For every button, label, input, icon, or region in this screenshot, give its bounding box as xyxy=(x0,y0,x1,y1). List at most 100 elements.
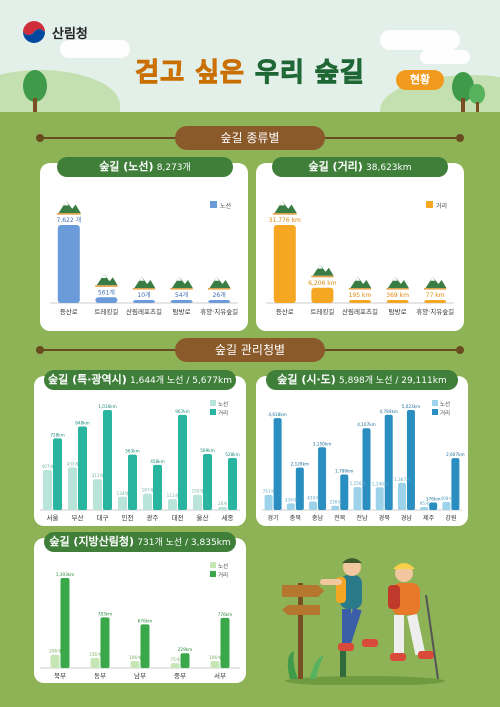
legend-swatch xyxy=(432,400,438,406)
data-label: 4,618km xyxy=(268,412,287,417)
bar-length xyxy=(451,458,460,510)
mountain-icon xyxy=(95,274,118,287)
mountain-shape xyxy=(312,264,334,276)
tick-label: 강원 xyxy=(445,514,457,522)
section-header-type: 숲길 종류별 xyxy=(36,126,464,150)
tick-label: 동부 xyxy=(94,672,106,680)
data-label: 848km xyxy=(75,421,90,426)
tick-label: 휴양·치유숲길 xyxy=(200,307,238,316)
data-label: 229km xyxy=(178,647,193,652)
tick-label: 산림레포츠길 xyxy=(126,307,162,316)
panel-subtitle-text: 38,623km xyxy=(366,163,412,173)
panel-title-province: 숲길 (시·도) 5,898개 노선 / 29,111km xyxy=(266,370,458,390)
legend-swatch xyxy=(210,201,217,208)
data-label: 334개 xyxy=(285,496,297,503)
data-label: 528km xyxy=(225,452,240,457)
bar-length xyxy=(429,502,438,510)
hiker-left xyxy=(320,558,378,677)
data-label: 776km xyxy=(218,612,233,617)
mountain-icon xyxy=(272,201,297,215)
tick-label: 대전 xyxy=(172,513,184,522)
bar xyxy=(208,300,231,303)
bar-length xyxy=(140,624,150,668)
panel-subtitle-text: 5,898개 노선 / 29,111km xyxy=(339,376,447,386)
data-label: 407개 xyxy=(42,463,54,470)
mountain-icon xyxy=(170,276,193,290)
data-label: 1,150개 xyxy=(350,480,366,487)
bar-route xyxy=(420,507,429,510)
cloud xyxy=(380,30,460,50)
data-label: 106개 xyxy=(209,654,221,661)
data-label: 458km xyxy=(150,459,165,464)
data-label: 167개 xyxy=(142,487,154,494)
data-label: 95개 xyxy=(420,500,429,507)
panel-type-count: 노선 7,622 개 등산로 561개 트레킹길 10개 산림레포츠길 54개 탐방로 26개 휴양… xyxy=(40,163,248,331)
data-label: 783km xyxy=(98,611,113,616)
bar-route xyxy=(93,479,102,510)
legend-label: 거리 xyxy=(436,202,447,210)
legend-label: 노선 xyxy=(220,202,231,210)
panel-forest: 노선 거리 206개 1,393km 북부 156개 783km 동부 106개 676km 남부 7… xyxy=(34,538,246,683)
bar-length xyxy=(362,428,371,510)
bar xyxy=(133,300,155,303)
bar-length xyxy=(406,410,415,510)
tick-label: 대구 xyxy=(97,514,109,522)
bar xyxy=(57,225,80,303)
data-label: 2,607km xyxy=(446,452,465,457)
data-label: 408개 xyxy=(440,495,452,502)
mountain-shape xyxy=(274,201,297,213)
mountain-snow xyxy=(392,276,398,281)
title-part1: 걷고 싶은 xyxy=(135,58,245,89)
data-label: 376km xyxy=(426,497,441,502)
tick-label: 경북 xyxy=(379,514,391,522)
mountain-ground xyxy=(208,288,231,290)
tick-label: 탐방로 xyxy=(389,307,407,316)
tick-label: 세종 xyxy=(222,513,234,522)
legend-label: 노선 xyxy=(218,562,228,570)
mountain-snow xyxy=(355,276,360,281)
data-label: 54개 xyxy=(175,291,188,299)
cloud xyxy=(60,40,130,58)
bar-length xyxy=(295,467,304,510)
data-label: 77 km xyxy=(426,292,445,299)
legend-swatch xyxy=(432,409,438,415)
tree-icon xyxy=(23,70,47,112)
panel-subtitle-text: 1,644개 노선 / 5,677km xyxy=(130,376,232,386)
mountain-ground xyxy=(348,288,372,290)
data-label: 1,393km xyxy=(56,572,75,577)
mountain-shape xyxy=(172,276,193,288)
tick-label: 휴양·치유숲길 xyxy=(416,307,454,316)
mountain-ground xyxy=(170,288,193,290)
bar-route xyxy=(193,494,202,510)
panel-type-length: 거리 31,776 km 등산로 6,206 km 트레킹길 195 km 산림레포츠길 36… xyxy=(256,163,464,331)
mountain-shape xyxy=(425,276,447,288)
panel-title-text: 숲길 (지방산림청) xyxy=(49,535,135,548)
tick-label: 등산로 xyxy=(60,307,78,316)
mountain-icon xyxy=(348,276,372,290)
bar xyxy=(349,300,371,303)
data-label: 111개 xyxy=(167,492,179,499)
tick-label: 충북 xyxy=(290,514,302,522)
panel-subtitle-text: 8,273개 xyxy=(156,163,191,173)
bar-length xyxy=(180,653,190,668)
data-label: 7,622 개 xyxy=(56,216,81,224)
bar-length xyxy=(273,418,282,510)
mountain-icon xyxy=(311,264,334,278)
hiker-right xyxy=(388,563,439,680)
mountain-snow xyxy=(63,201,69,206)
data-label: 10개 xyxy=(137,291,150,299)
tick-label: 북부 xyxy=(54,672,66,680)
bar xyxy=(311,287,334,303)
tick-label: 경기 xyxy=(267,514,278,522)
data-label: 728km xyxy=(50,432,65,437)
org-name: 산림청 xyxy=(52,26,88,42)
bar-route xyxy=(218,507,227,510)
tick-label: 충남 xyxy=(312,514,324,522)
mountain-ground xyxy=(386,288,409,290)
data-label: 569km xyxy=(200,448,215,453)
data-label: 1,786km xyxy=(335,468,354,473)
bar xyxy=(95,297,118,303)
tick-label: 서부 xyxy=(214,671,226,680)
